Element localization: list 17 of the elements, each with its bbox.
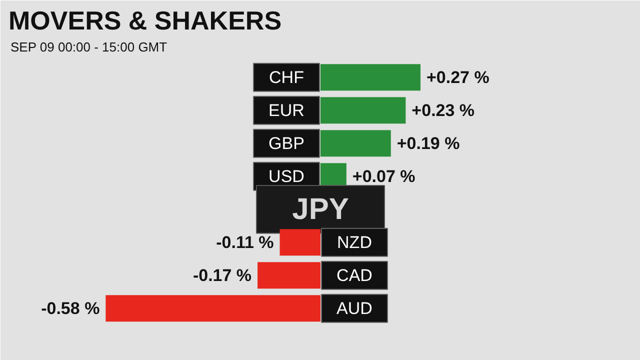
data-label: +0.27 % [426, 68, 490, 87]
chart-title: MOVERS & SHAKERS [8, 6, 282, 36]
chart-subtitle: SEP 09 00:00 - 15:00 GMT [10, 40, 168, 54]
data-label: -0.17 % [192, 266, 252, 285]
data-label: +0.07 % [352, 166, 416, 186]
data-label: +0.19 % [396, 134, 460, 153]
y-tick-label: USD [268, 166, 304, 186]
y-tick-label: EUR [268, 100, 304, 120]
y-tick-label: GBP [268, 134, 304, 153]
data-label: -0.11 % [216, 232, 274, 252]
y-tick-label: AUD [336, 298, 372, 318]
data-label: -0.58 % [41, 298, 100, 318]
y-tick-label: CHF [269, 68, 304, 87]
y-tick-label: CAD [336, 266, 372, 285]
y-tick-label: NZD [337, 232, 372, 252]
data-label: +0.23 % [412, 100, 475, 120]
y-tick-label: JPY [292, 192, 349, 226]
